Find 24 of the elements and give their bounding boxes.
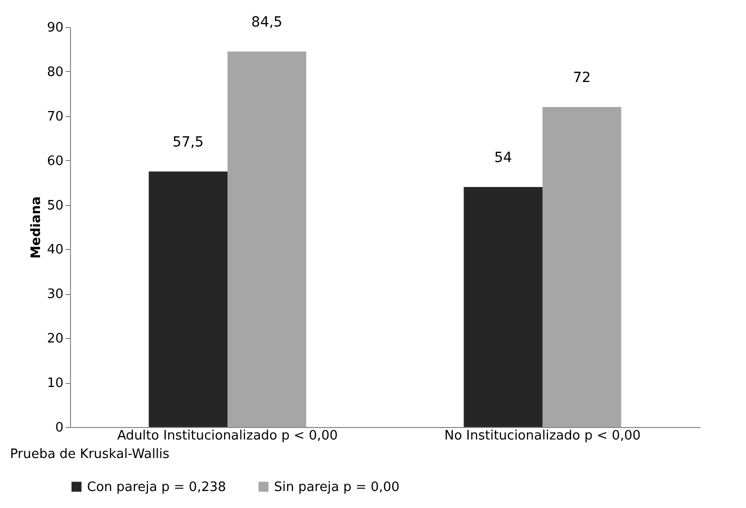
y-axis-title: Mediana [28,196,44,259]
y-tick-label: 10 [46,376,64,392]
bar [228,51,306,427]
legend-label: Sin pareja p = 0,00 [274,480,400,495]
y-tick-label: 60 [46,154,64,169]
y-tick-label: 90 [46,20,64,36]
text: Prueba de Kruskal-Wallis [10,447,170,462]
y-tick-label: 0 [55,420,64,436]
bar [148,171,228,427]
data-label: 54 [494,150,512,166]
data-label: 72 [572,70,591,86]
y-tick-label: 50 [46,198,64,214]
y-tick-label: 70 [46,109,64,124]
x-tick-label: No Institucionalizado p < 0,00 [444,428,641,444]
bar [464,187,542,427]
x-tick-label: Adulto Institucionalizado p < 0,00 [117,428,338,444]
legend-label: Con pareja p = 0,238 [87,480,226,495]
y-tick-label: 30 [46,287,64,302]
data-label: 57,5 [172,134,204,150]
y-tick-label: 80 [46,64,64,80]
y-tick-label: 20 [46,332,64,347]
y-tick-label: 40 [46,242,64,258]
data-label: 84,5 [251,14,282,30]
bar [542,107,622,427]
